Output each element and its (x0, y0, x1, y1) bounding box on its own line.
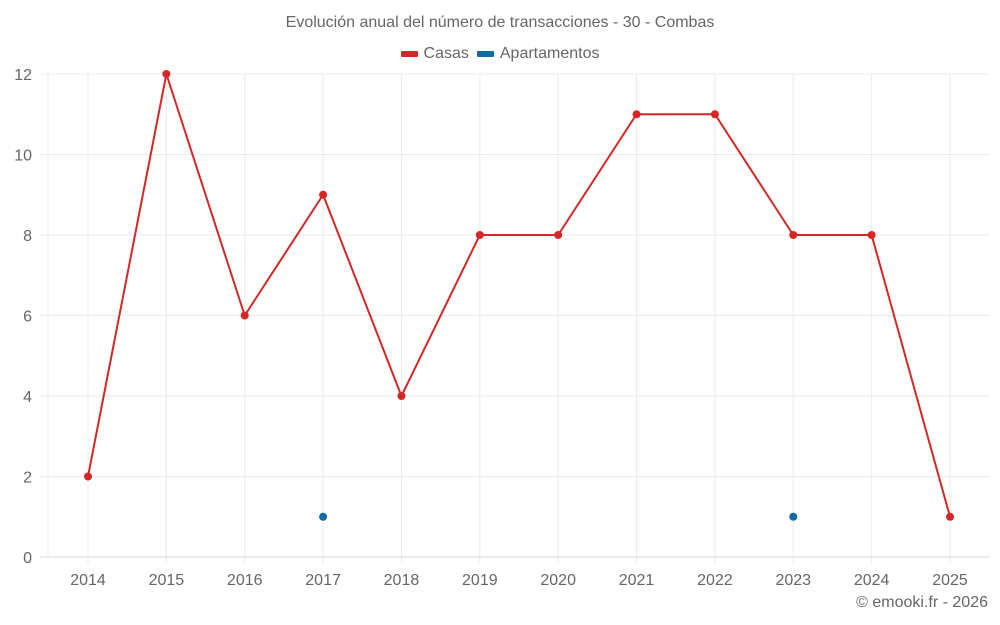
data-point[interactable] (632, 110, 641, 119)
data-point[interactable] (710, 110, 719, 119)
line-casas (87, 73, 951, 518)
x-tick-label: 2015 (149, 572, 185, 589)
x-tick-label: 2024 (854, 572, 890, 589)
series-layer (84, 70, 954, 521)
data-point[interactable] (397, 392, 406, 400)
x-tick-label: 2016 (227, 572, 263, 589)
data-point[interactable] (162, 70, 171, 78)
copyright-text: © emooki.fr - 2026 (856, 594, 988, 611)
grid-lines (40, 73, 990, 563)
data-point[interactable] (554, 231, 563, 239)
legend-item-apartamentos[interactable]: Apartamentos (476, 45, 600, 63)
y-tick-label: 6 (23, 309, 32, 326)
x-tick-label: 2017 (305, 572, 341, 589)
x-tick-label: 2021 (619, 572, 655, 589)
axes: 0 2 4 6 8 10 12 2014 2015 2016 2017 2018 2019 2020 202… (14, 67, 990, 589)
data-point[interactable] (789, 512, 798, 521)
data-point[interactable] (240, 311, 249, 320)
x-tick-label: 2020 (540, 572, 576, 589)
data-point[interactable] (319, 512, 328, 521)
legend-item-casas[interactable]: Casas (400, 45, 469, 63)
data-point[interactable] (867, 231, 876, 239)
data-point[interactable] (946, 512, 954, 521)
legend-label-casas: Casas (423, 45, 469, 62)
x-tick-label: 2022 (697, 572, 733, 589)
series-apartamentos (319, 512, 798, 521)
chart-title: Evolución anual del número de transaccio… (285, 14, 715, 31)
series-casas (84, 70, 954, 521)
data-point[interactable] (475, 231, 484, 239)
y-tick-label: 4 (23, 389, 32, 406)
y-tick-label: 8 (23, 228, 32, 245)
legend: Casas Apartamentos (0, 45, 1000, 63)
x-tick-label: 2023 (775, 572, 811, 589)
x-tick-label: 2025 (932, 572, 968, 589)
y-tick-label: 10 (14, 148, 32, 165)
y-tick-label: 0 (23, 550, 32, 567)
y-tick-label: 12 (14, 67, 32, 84)
x-tick-label: 2019 (462, 572, 498, 589)
legend-label-apartamentos: Apartamentos (499, 45, 600, 62)
data-point[interactable] (319, 190, 328, 199)
legend-swatch-casas-icon (400, 51, 418, 57)
y-tick-label: 2 (23, 470, 32, 487)
data-point[interactable] (84, 472, 92, 481)
data-point[interactable] (789, 231, 798, 239)
x-tick-label: 2014 (70, 572, 106, 589)
x-tick-label: 2018 (384, 572, 420, 589)
legend-swatch-apartamentos-icon (476, 51, 494, 57)
